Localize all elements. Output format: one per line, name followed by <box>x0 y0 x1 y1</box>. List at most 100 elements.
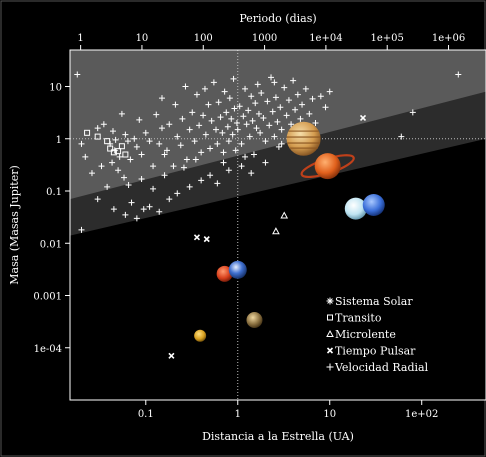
point-plus <box>288 121 295 128</box>
point-plus <box>277 104 284 111</box>
point-plus <box>150 185 157 192</box>
point-plus <box>163 147 170 154</box>
point-plus <box>224 123 231 130</box>
point-plus <box>82 153 89 160</box>
top-tick-label: 1e+05 <box>371 33 404 44</box>
legend-label: Microlente <box>335 328 396 341</box>
point-plus <box>138 151 145 158</box>
point-plus <box>229 131 236 138</box>
point-plus <box>225 167 232 174</box>
point-plus <box>183 156 190 163</box>
point-plus <box>127 156 134 163</box>
legend-marker-plus <box>326 363 334 371</box>
point-plus <box>271 79 278 86</box>
point-plus <box>78 226 85 233</box>
point-plus <box>242 153 249 160</box>
point-plus <box>109 159 116 166</box>
point-plus <box>254 81 261 88</box>
legend-marker-x <box>326 347 334 354</box>
legend-label: Transito <box>335 312 382 325</box>
point-plus <box>285 97 292 104</box>
point-plus <box>297 115 304 122</box>
point-plus <box>94 196 101 203</box>
planet-earth-body <box>228 260 247 279</box>
point-plus <box>192 156 199 163</box>
point-plus <box>207 145 214 152</box>
point-plus <box>156 208 163 215</box>
planet-neptune-body <box>362 193 385 216</box>
top-axis-title: Periodo (dias) <box>239 12 316 25</box>
point-plus <box>281 84 288 91</box>
point-plus <box>156 140 163 147</box>
y-tick-label: 1 <box>56 135 62 146</box>
x-tick-label: 10 <box>323 409 336 420</box>
point-plus <box>124 138 131 145</box>
point-plus <box>107 140 114 147</box>
point-x <box>193 234 201 241</box>
point-plus <box>252 100 259 107</box>
planet-neptune <box>362 193 385 216</box>
point-plus <box>309 95 316 102</box>
point-plus <box>109 128 116 135</box>
point-plus <box>274 118 281 125</box>
point-plus <box>150 163 157 170</box>
point-plus <box>249 117 256 124</box>
point-plus <box>220 149 227 156</box>
planet-venus <box>216 265 233 282</box>
point-plus <box>306 110 313 117</box>
point-plus <box>133 215 140 222</box>
point-plus <box>243 121 250 128</box>
point-plus <box>146 138 153 145</box>
point-plus <box>104 183 111 190</box>
planet-venus-body <box>216 265 233 282</box>
point-plus <box>94 125 101 132</box>
point-plus <box>290 77 297 84</box>
point-plus <box>166 121 173 128</box>
y-tick-label: 0.01 <box>40 239 62 250</box>
point-plus <box>268 74 275 81</box>
point-plus <box>223 109 230 116</box>
top-tick-label: 1e+04 <box>309 33 342 44</box>
point-plus <box>122 131 129 138</box>
point-plus <box>257 129 264 136</box>
point-square <box>110 149 117 156</box>
point-plus <box>121 174 128 181</box>
point-plus <box>98 163 105 170</box>
planet-uranus <box>344 197 367 220</box>
point-plus <box>174 190 181 197</box>
x-tick-label: 1 <box>235 409 241 420</box>
point-plus <box>299 101 306 108</box>
point-plus <box>225 138 232 145</box>
point-plus <box>78 140 85 147</box>
point-plus <box>231 105 238 112</box>
planet-earth <box>228 260 247 279</box>
point-plus <box>245 107 252 114</box>
point-x <box>203 236 210 243</box>
point-plus <box>210 79 217 86</box>
point-plus <box>238 140 245 147</box>
point-x <box>168 352 175 359</box>
point-plus <box>138 175 145 182</box>
point-plus <box>240 113 247 120</box>
top-axis-ticks: 1 10 100 1000 1e+04 1e+05 1e+06 <box>77 33 465 50</box>
point-plus <box>177 142 184 149</box>
point-plus <box>317 93 324 100</box>
point-plus <box>202 131 209 138</box>
planet-mercury-body <box>194 329 207 342</box>
point-square <box>104 138 111 145</box>
point-plus <box>196 122 203 129</box>
point-plus <box>205 101 212 108</box>
point-plus <box>131 135 138 142</box>
point-plus <box>255 110 262 117</box>
point-triangle <box>272 227 280 235</box>
point-plus <box>302 85 309 92</box>
planet-saturn-body <box>314 153 341 180</box>
point-plus <box>136 116 143 123</box>
point-plus <box>161 151 168 158</box>
planet-mars-body <box>246 311 263 328</box>
point-plus <box>186 183 193 190</box>
top-tick-label: 100 <box>194 33 213 44</box>
point-plus <box>214 180 221 187</box>
legend-marker-star <box>326 297 334 305</box>
